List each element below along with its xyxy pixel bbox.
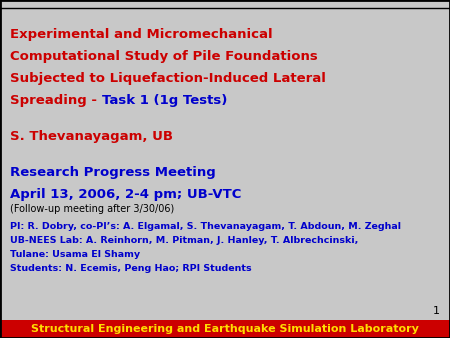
Text: 1: 1 bbox=[433, 306, 440, 316]
Text: Structural Engineering and Earthquake Simulation Laboratory: Structural Engineering and Earthquake Si… bbox=[31, 324, 419, 334]
Text: Spreading -: Spreading - bbox=[10, 94, 102, 107]
Text: PI: R. Dobry, co-PI’s: A. Elgamal, S. Thevanayagam, T. Abdoun, M. Zeghal: PI: R. Dobry, co-PI’s: A. Elgamal, S. Th… bbox=[10, 222, 401, 231]
Text: (Follow-up meeting after 3/30/06): (Follow-up meeting after 3/30/06) bbox=[10, 204, 174, 214]
Text: UB-NEES Lab: A. Reinhorn, M. Pitman, J. Hanley, T. Albrechcinski,: UB-NEES Lab: A. Reinhorn, M. Pitman, J. … bbox=[10, 236, 358, 245]
Text: Computational Study of Pile Foundations: Computational Study of Pile Foundations bbox=[10, 50, 318, 63]
Text: Experimental and Micromechanical: Experimental and Micromechanical bbox=[10, 28, 273, 41]
FancyBboxPatch shape bbox=[0, 320, 450, 338]
Text: Tulane: Usama El Shamy: Tulane: Usama El Shamy bbox=[10, 250, 140, 259]
Text: Subjected to Liquefaction-Induced Lateral: Subjected to Liquefaction-Induced Latera… bbox=[10, 72, 326, 85]
Text: S. Thevanayagam, UB: S. Thevanayagam, UB bbox=[10, 130, 173, 143]
Text: Research Progress Meeting: Research Progress Meeting bbox=[10, 166, 216, 179]
Text: April 13, 2006, 2-4 pm; UB-VTC: April 13, 2006, 2-4 pm; UB-VTC bbox=[10, 188, 241, 201]
Text: Students: N. Ecemis, Peng Hao; RPI Students: Students: N. Ecemis, Peng Hao; RPI Stude… bbox=[10, 264, 252, 273]
Text: Task 1 (1g Tests): Task 1 (1g Tests) bbox=[102, 94, 227, 107]
